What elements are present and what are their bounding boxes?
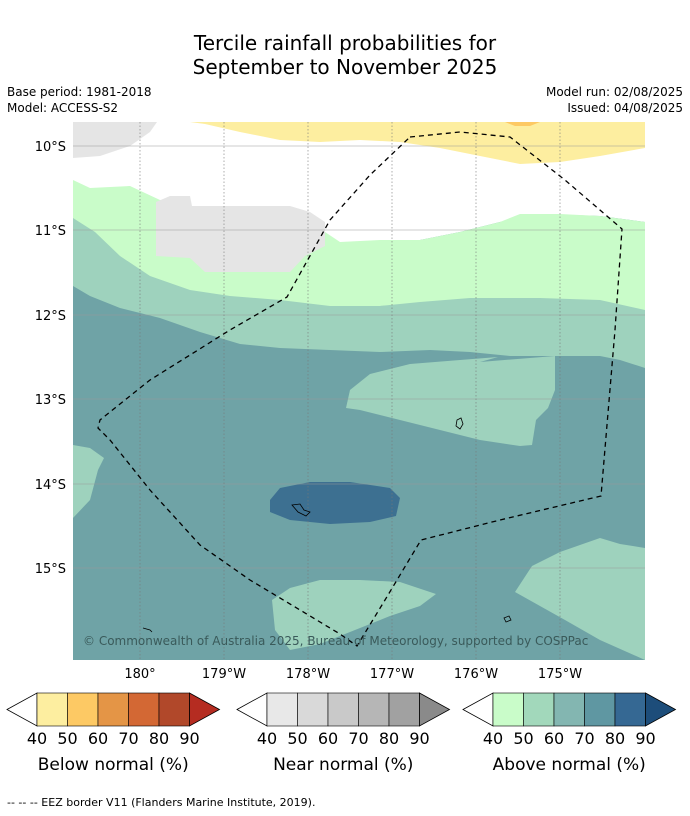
island-central bbox=[291, 503, 311, 517]
legend-tick-label: 70 bbox=[574, 729, 594, 748]
issued-date: Issued: 04/08/2025 bbox=[567, 101, 683, 115]
legends: 40 50 60 70 80 90 Below normal (%) 40 50 60 70 80 90… bbox=[6, 692, 677, 775]
lon-label: 178°W bbox=[286, 667, 330, 682]
base-period: Base period: 1981-2018 bbox=[7, 85, 152, 99]
lat-label: 10°S bbox=[35, 140, 66, 155]
legend-swatch bbox=[36, 692, 68, 727]
lat-labels: 10°S 11°S 12°S 13°S 14°S 15°S bbox=[35, 140, 66, 577]
eez-border bbox=[97, 131, 623, 647]
legend-min-arrow bbox=[236, 692, 268, 727]
legend-min-arrow bbox=[462, 692, 494, 727]
lon-label: 176°W bbox=[454, 667, 498, 682]
legend-caption: Above normal (%) bbox=[493, 755, 646, 775]
legend-max-arrow bbox=[419, 692, 451, 727]
lat-label: 13°S bbox=[35, 393, 66, 408]
island-southwest bbox=[142, 627, 153, 633]
legend-tick-label: 80 bbox=[605, 729, 625, 748]
legend-tick-label: 90 bbox=[409, 729, 429, 748]
title-line-1: Tercile rainfall probabilities for bbox=[193, 31, 497, 55]
legend-tick-label: 70 bbox=[348, 729, 368, 748]
legend-swatch bbox=[297, 692, 329, 727]
legend-1: 40 50 60 70 80 90 Near normal (%) bbox=[236, 692, 451, 775]
island-southeast bbox=[503, 615, 512, 623]
island-northeast bbox=[455, 417, 464, 430]
model-name: Model: ACCESS-S2 bbox=[7, 101, 119, 115]
legend-max-arrow bbox=[645, 692, 677, 727]
lat-label: 14°S bbox=[35, 478, 66, 493]
meta-left: Base period: 1981-2018 Model: ACCESS-S2 bbox=[7, 84, 152, 116]
region-below-50 bbox=[505, 122, 540, 126]
legend-tick-label: 90 bbox=[635, 729, 655, 748]
region-above-50-north bbox=[73, 218, 645, 368]
legend-swatch bbox=[523, 692, 555, 727]
map-area: © Commonwealth of Australia 2025, Bureau… bbox=[73, 122, 645, 660]
map-title: Tercile rainfall probabilities for Septe… bbox=[0, 31, 690, 79]
legend-swatch bbox=[128, 692, 160, 727]
legend-min-arrow bbox=[6, 692, 38, 727]
lon-label: 180° bbox=[124, 667, 155, 682]
legend-tick-label: 60 bbox=[544, 729, 564, 748]
legend-caption: Below normal (%) bbox=[38, 755, 189, 775]
lon-label: 179°W bbox=[202, 667, 246, 682]
copyright-notice: © Commonwealth of Australia 2025, Bureau… bbox=[83, 634, 588, 648]
eez-footnote: -- -- -- EEZ border V11 (Flanders Marine… bbox=[7, 796, 316, 809]
legend-tick-label: 70 bbox=[118, 729, 138, 748]
region-above-50-west bbox=[73, 445, 104, 518]
lon-label: 177°W bbox=[370, 667, 414, 682]
legend-tick-label: 50 bbox=[287, 729, 307, 748]
region-near-40-central bbox=[156, 196, 325, 272]
legend-tick-label: 80 bbox=[149, 729, 169, 748]
region-above-50-tongue bbox=[346, 356, 555, 446]
legend-swatch bbox=[553, 692, 585, 727]
forecast-map: © Commonwealth of Australia 2025, Bureau… bbox=[6, 122, 677, 775]
legend-tick-label: 40 bbox=[27, 729, 47, 748]
legend-tick-label: 40 bbox=[257, 729, 277, 748]
legend-tick-label: 60 bbox=[318, 729, 338, 748]
legend-swatch bbox=[584, 692, 616, 727]
legend-swatch bbox=[158, 692, 190, 727]
model-run: Model run: 02/08/2025 bbox=[545, 85, 683, 99]
legend-swatch bbox=[492, 692, 524, 727]
legend-caption: Near normal (%) bbox=[273, 755, 413, 775]
legend-tick-label: 80 bbox=[379, 729, 399, 748]
legend-2: 40 50 60 70 80 90 Above normal (%) bbox=[462, 692, 677, 775]
lat-label: 11°S bbox=[35, 224, 66, 239]
legend-tick-label: 60 bbox=[88, 729, 108, 748]
legend-swatch bbox=[358, 692, 390, 727]
legend-swatch bbox=[97, 692, 129, 727]
region-above-50-south bbox=[272, 580, 436, 650]
legend-tick-label: 40 bbox=[483, 729, 503, 748]
legend-swatch bbox=[67, 692, 99, 727]
legend-max-arrow bbox=[189, 692, 221, 727]
legend-swatch bbox=[388, 692, 420, 727]
legend-swatch bbox=[614, 692, 646, 727]
legend-swatch bbox=[327, 692, 359, 727]
legend-tick-label: 50 bbox=[513, 729, 533, 748]
lon-label: 175°W bbox=[538, 667, 582, 682]
region-above-80 bbox=[270, 482, 400, 524]
legend-0: 40 50 60 70 80 90 Below normal (%) bbox=[6, 692, 221, 775]
title-line-2: September to November 2025 bbox=[192, 55, 498, 79]
lat-label: 12°S bbox=[35, 309, 66, 324]
region-near-40-north bbox=[73, 122, 157, 158]
legend-swatch bbox=[266, 692, 298, 727]
lat-gridlines bbox=[73, 145, 645, 569]
meta-right: Model run: 02/08/2025 Issued: 04/08/2025 bbox=[546, 84, 683, 116]
lat-label: 15°S bbox=[35, 562, 66, 577]
region-above-50-southeast bbox=[515, 538, 645, 660]
legend-tick-label: 50 bbox=[57, 729, 77, 748]
legend-tick-label: 90 bbox=[179, 729, 199, 748]
lon-gridlines bbox=[139, 122, 561, 660]
lon-labels: 180° 179°W 178°W 177°W 176°W 175°W bbox=[124, 667, 582, 682]
